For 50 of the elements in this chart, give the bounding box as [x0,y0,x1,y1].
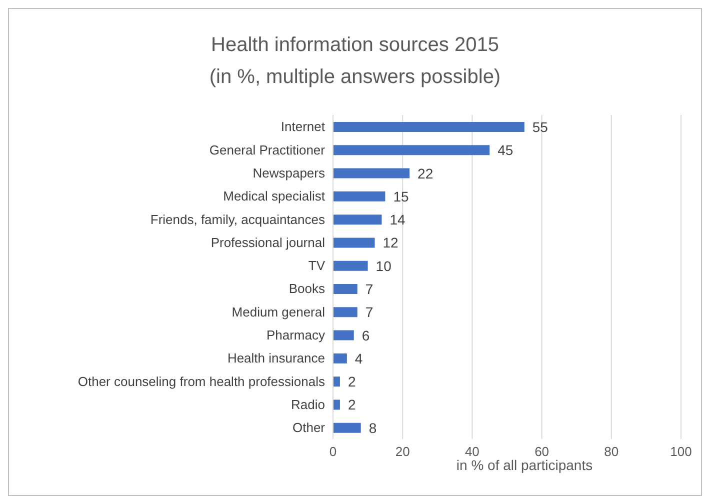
y-tick-label: Health insurance [227,350,325,366]
y-tick-label: Other counseling from health professionals [78,374,326,389]
y-tick-label: TV [308,258,326,274]
data-label: 7 [365,304,374,320]
bar [333,284,358,294]
bar [333,191,386,202]
data-label: 12 [382,234,399,251]
data-label: 45 [498,142,514,158]
bar [333,353,347,364]
x-axis-title: in % of all participants [456,457,593,473]
bar [333,307,358,318]
data-label: 4 [354,350,363,366]
data-label: 8 [368,420,377,436]
bar [333,422,361,433]
data-label: 14 [390,212,406,228]
x-tick-label: 0 [329,444,337,460]
y-tick-label: Pharmacy [266,327,326,342]
y-tick-label: Books [288,281,326,296]
bar [333,214,382,225]
y-tick-label: Professional journal [210,234,326,250]
y-tick-label: Medical specialist [223,188,326,204]
x-tick-label: 80 [604,444,619,460]
y-tick-label: Newspapers [252,165,326,180]
x-tick-label: 100 [670,444,692,460]
data-label: 2 [348,396,356,413]
data-label: 15 [393,188,409,204]
y-tick-label: Friends, family, acquaintances [150,212,326,227]
bar [333,122,524,132]
y-tick-label: Radio [291,396,325,412]
data-label: 7 [365,280,374,297]
data-label: 22 [418,165,434,182]
bar [333,330,354,340]
bar [333,376,340,387]
y-tick-label: General Practitioner [209,142,326,158]
y-tick-label: Medium general [232,304,326,320]
y-tick-label: Internet [280,119,326,134]
x-tick-label: 20 [395,444,410,460]
data-label: 2 [348,374,356,390]
x-tick-label: 60 [534,444,550,460]
bar [333,260,368,271]
data-label: 6 [362,327,370,344]
x-tick-label: 40 [464,444,480,460]
bar [333,145,490,156]
chart-title: Health information sources 2015 (in %, multiple answers possible) [208,33,502,90]
data-label: 10 [376,258,392,274]
data-label: 55 [532,118,548,135]
bar [333,400,340,410]
y-tick-label: Other [292,420,326,436]
bar [333,168,410,178]
bar [333,238,375,248]
